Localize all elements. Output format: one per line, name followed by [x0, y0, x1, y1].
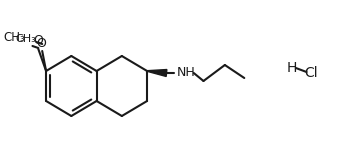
Text: O: O [33, 34, 43, 47]
Polygon shape [147, 70, 167, 76]
Text: NH: NH [176, 66, 195, 78]
Text: H: H [287, 61, 297, 75]
Text: CH₃: CH₃ [3, 30, 25, 44]
Text: Cl: Cl [305, 66, 318, 80]
Text: O: O [36, 37, 46, 50]
Text: CH₃: CH₃ [15, 34, 36, 44]
